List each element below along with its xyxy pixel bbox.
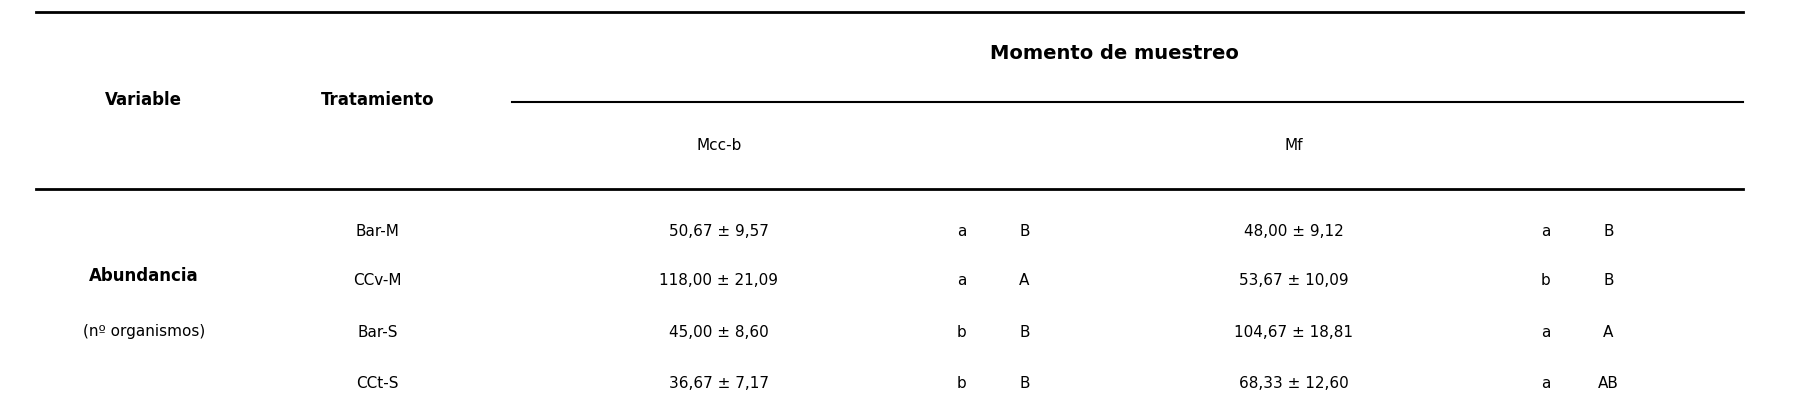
Text: B: B bbox=[1603, 274, 1614, 288]
Text: b: b bbox=[956, 376, 967, 391]
Text: Abundancia: Abundancia bbox=[88, 267, 199, 285]
Text: Bar-M: Bar-M bbox=[356, 224, 399, 239]
Text: CCv-M: CCv-M bbox=[354, 274, 401, 288]
Text: 48,00 ± 9,12: 48,00 ± 9,12 bbox=[1244, 224, 1344, 239]
Text: a: a bbox=[956, 224, 967, 239]
Text: A: A bbox=[1603, 325, 1614, 340]
Text: 50,67 ± 9,57: 50,67 ± 9,57 bbox=[668, 224, 769, 239]
Text: a: a bbox=[1540, 224, 1551, 239]
Text: 68,33 ± 12,60: 68,33 ± 12,60 bbox=[1238, 376, 1350, 391]
Text: Tratamiento: Tratamiento bbox=[320, 91, 435, 109]
Text: CCt-S: CCt-S bbox=[356, 376, 399, 391]
Text: a: a bbox=[956, 274, 967, 288]
Text: Mf: Mf bbox=[1285, 138, 1303, 153]
Text: Variable: Variable bbox=[106, 91, 181, 109]
Text: a: a bbox=[1540, 376, 1551, 391]
Text: Bar-S: Bar-S bbox=[358, 325, 397, 340]
Text: 118,00 ± 21,09: 118,00 ± 21,09 bbox=[659, 274, 778, 288]
Text: 45,00 ± 8,60: 45,00 ± 8,60 bbox=[668, 325, 769, 340]
Text: B: B bbox=[1019, 376, 1030, 391]
Text: Momento de muestreo: Momento de muestreo bbox=[990, 44, 1238, 62]
Text: b: b bbox=[956, 325, 967, 340]
Text: a: a bbox=[1540, 325, 1551, 340]
Text: (nº organismos): (nº organismos) bbox=[83, 323, 205, 339]
Text: AB: AB bbox=[1598, 376, 1619, 391]
Text: Mcc-b: Mcc-b bbox=[695, 138, 742, 153]
Text: 53,67 ± 10,09: 53,67 ± 10,09 bbox=[1238, 274, 1350, 288]
Text: b: b bbox=[1540, 274, 1551, 288]
Text: 36,67 ± 7,17: 36,67 ± 7,17 bbox=[668, 376, 769, 391]
Text: B: B bbox=[1019, 325, 1030, 340]
Text: B: B bbox=[1019, 224, 1030, 239]
Text: A: A bbox=[1019, 274, 1030, 288]
Text: B: B bbox=[1603, 224, 1614, 239]
Text: 104,67 ± 18,81: 104,67 ± 18,81 bbox=[1235, 325, 1353, 340]
